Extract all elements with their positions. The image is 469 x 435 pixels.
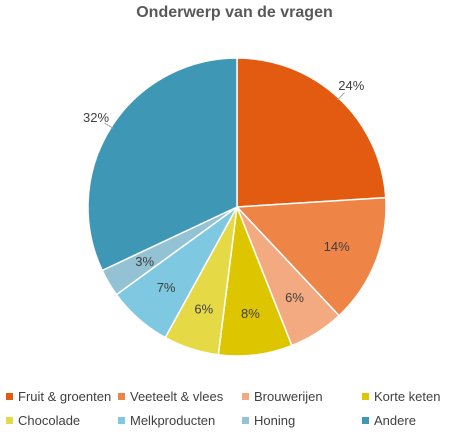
legend-label: Honing <box>254 412 296 428</box>
legend-item-7: Andere <box>362 412 466 428</box>
legend-item-6: Honing <box>242 412 362 428</box>
legend-label: Fruit & groenten <box>18 388 112 404</box>
legend-item-5: Melkproducten <box>118 412 242 428</box>
pie-slice-1 <box>235 196 387 317</box>
leader-line-7 <box>104 122 114 129</box>
legend-swatch <box>362 416 369 424</box>
legend-label: Korte keten <box>374 388 441 404</box>
data-label-4: 6% <box>194 302 213 317</box>
data-label-5: 7% <box>157 280 176 295</box>
legend-item-3: Korte keten <box>362 388 466 404</box>
chart-title: Onderwerp van de vragen <box>136 4 333 21</box>
legend-label: Brouwerijen <box>254 388 323 404</box>
legend-label: Chocolade <box>18 412 81 428</box>
legend-swatch <box>6 416 13 424</box>
data-label-3: 8% <box>241 306 260 321</box>
data-label-2: 6% <box>285 290 304 305</box>
legend-swatch <box>242 416 249 424</box>
data-label-7: 32% <box>83 110 109 125</box>
leader-line-0 <box>337 92 345 101</box>
legend-swatch <box>118 392 125 400</box>
legend-label: Melkproducten <box>130 412 216 428</box>
legend-item-1: Veeteelt & vlees <box>118 388 242 404</box>
data-label-1: 14% <box>324 239 350 254</box>
legend-swatch <box>362 392 369 400</box>
legend-swatch <box>242 392 249 400</box>
legend-swatch <box>6 392 13 400</box>
chart-legend: Fruit & groenten Veeteelt & vlees Brouweri… <box>6 388 466 428</box>
data-label-0: 24% <box>338 78 364 93</box>
legend-swatch <box>118 416 125 424</box>
legend-item-2: Brouwerijen <box>242 388 362 404</box>
legend-item-0: Fruit & groenten <box>6 388 118 404</box>
data-label-6: 3% <box>135 254 154 269</box>
legend-label: Andere <box>374 412 416 428</box>
legend-item-4: Chocolade <box>6 412 118 428</box>
legend-label: Veeteelt & vlees <box>130 388 224 404</box>
pie-plot-area: 24% 14% 6% 8% 6% 7%3% 32% <box>83 57 387 357</box>
